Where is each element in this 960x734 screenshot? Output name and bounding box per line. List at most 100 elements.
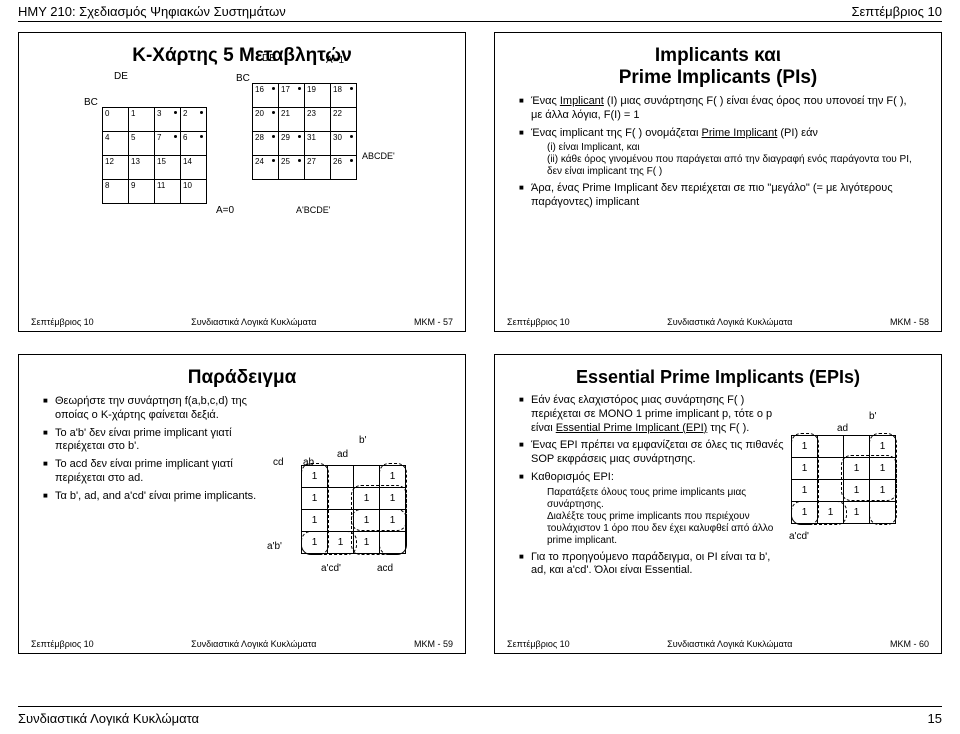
m3-02 — [354, 466, 380, 488]
label-BC-1: BC — [84, 97, 98, 108]
label-DE-2: DE — [262, 53, 276, 64]
slide-4-kmap: b' ad a'cd' 11 111 111 111 — [769, 425, 929, 524]
s2-b2-ii: (ii) κάθε όρος γινομένου που παράγεται α… — [547, 154, 929, 178]
kr-c11: 21 — [279, 108, 305, 132]
m3-ad: ad — [337, 449, 348, 460]
s4-b3-t: Καθορισμός ΕΡΙ: — [531, 471, 614, 483]
slide-2-bullets: Ένας Implicant (I) μιας συνάρτησης F( ) … — [507, 95, 929, 210]
sf4-center: Συνδιαστικά Λογικά Κυκλώματα — [667, 639, 792, 649]
sf2-center: Συνδιαστικά Λογικά Κυκλώματα — [667, 317, 792, 327]
kr-c32: 27 — [305, 156, 331, 180]
kl-c21: 13 — [129, 156, 155, 180]
slide-4-footer: Σεπτέμβριος 10 Συνδιαστικά Λογικά Κυκλώμ… — [507, 639, 929, 649]
m3-12: 1 — [354, 488, 380, 510]
s4-b1-u: Essential Prime Implicant (EPI) — [556, 422, 708, 434]
kl-c30: 8 — [103, 180, 129, 204]
label-A0: A=0 — [216, 205, 234, 216]
slide-4-bullets: Εάν ένας ελαχιστόρος μιας συνάρτησης F( … — [507, 394, 786, 578]
kr-c00: 16 — [253, 84, 279, 108]
m3-21 — [328, 510, 354, 532]
m4-acd: a'cd' — [789, 531, 809, 542]
kr-c33: 26 — [331, 156, 357, 180]
s3-b1: Θεωρήστε την συνάρτηση f(a,b,c,d) της οπ… — [43, 395, 263, 423]
s2-b2-i: (i) είναι Implicant, και — [547, 142, 929, 154]
mini-kmap-4: 11 111 111 111 — [791, 435, 896, 524]
m3-b: b' — [359, 435, 366, 446]
kl-c10: 4 — [103, 132, 129, 156]
sf3-left: Σεπτέμβριος 10 — [31, 639, 94, 649]
course-title: ΗΜΥ 210: Σχεδιασμός Ψηφιακών Συστημάτων — [18, 4, 286, 19]
label-ABCDE2: A'BCDE' — [296, 205, 330, 215]
kmap-left: 0132 4576 12131514 891110 — [102, 107, 207, 204]
s4-b2: Ένας ΕΡΙ πρέπει να εμφανίζεται σε όλες τ… — [519, 439, 786, 467]
m3-33 — [380, 532, 406, 554]
kl-c11: 5 — [129, 132, 155, 156]
m3-ab_: a'b' — [267, 541, 282, 552]
m3-00: 1 — [302, 466, 328, 488]
m3-cd: cd — [273, 457, 284, 468]
m4-23: 1 — [870, 480, 896, 502]
mini-kmap-3: 11 111 111 111 — [301, 465, 406, 554]
s4-b3: Καθορισμός ΕΡΙ: Παρατάξετε όλους τους pr… — [519, 471, 786, 547]
kl-c22: 15 — [155, 156, 181, 180]
kl-c12: 7 — [155, 132, 181, 156]
m4-01 — [818, 436, 844, 458]
m4-32: 1 — [844, 502, 870, 524]
sf3-center: Συνδιαστικά Λογικά Κυκλώματα — [191, 639, 316, 649]
kr-c02: 19 — [305, 84, 331, 108]
s4-b1: Εάν ένας ελαχιστόρος μιας συνάρτησης F( … — [519, 394, 786, 435]
kl-c03: 2 — [181, 108, 207, 132]
s2-b1-line2: με άλλα λόγια, F(I) = 1 — [531, 109, 640, 121]
kr-c30: 24 — [253, 156, 279, 180]
kl-c02: 3 — [155, 108, 181, 132]
kl-c33: 10 — [181, 180, 207, 204]
s2-b2-post: (PI) εάν — [777, 127, 818, 139]
m3-03: 1 — [380, 466, 406, 488]
m3-22: 1 — [354, 510, 380, 532]
page-header: ΗΜΥ 210: Σχεδιασμός Ψηφιακών Συστημάτων … — [0, 0, 960, 21]
header-rule — [18, 21, 942, 22]
s2-b2-pre: Ένας implicant της F( ) ονομάζεται — [531, 127, 702, 139]
s3-b2: Το a'b' δεν είναι prime implicant γιατί … — [43, 427, 263, 455]
slide-3-footer: Σεπτέμβριος 10 Συνδιαστικά Λογικά Κυκλώμ… — [31, 639, 453, 649]
s4-b3-ii: Διαλέξτε τους prime implicants που περιέ… — [547, 511, 786, 547]
m4-11 — [818, 458, 844, 480]
m4-21 — [818, 480, 844, 502]
slide-3-kmap: b' ad cd ab a'b' a'cd' acd 11 111 111 11… — [279, 455, 449, 554]
kl-c00: 0 — [103, 108, 129, 132]
label-BC-2: BC — [236, 73, 250, 84]
kl-c20: 12 — [103, 156, 129, 180]
kr-c23: 30 — [331, 132, 357, 156]
m4-31: 1 — [818, 502, 844, 524]
kl-c23: 14 — [181, 156, 207, 180]
m4-33 — [870, 502, 896, 524]
s4-b3-i: Παρατάξετε όλους τους prime implicants μ… — [547, 487, 786, 511]
m3-acd: acd — [377, 563, 393, 574]
m4-12: 1 — [844, 458, 870, 480]
sf4-right: MKM - 60 — [890, 639, 929, 649]
m3-ab: ab — [303, 457, 314, 468]
slide-4-title: Essential Prime Implicants (EPIs) — [507, 367, 929, 388]
sf4-left: Σεπτέμβριος 10 — [507, 639, 570, 649]
m3-11 — [328, 488, 354, 510]
footer-left: Συνδιαστικά Λογικά Κυκλώματα — [18, 711, 199, 726]
kr-c12: 23 — [305, 108, 331, 132]
slide-1-footer: Σεπτέμβριος 10 Συνδιαστικά Λογικά Κυκλώμ… — [31, 317, 453, 327]
s2-b1: Ένας Implicant (I) μιας συνάρτησης F( ) … — [519, 95, 929, 123]
slide-1: Κ-Χάρτης 5 Μεταβλητών DE BC DE BC A=1 A=… — [18, 32, 466, 332]
m3-30: 1 — [302, 532, 328, 554]
m4-13: 1 — [870, 458, 896, 480]
kl-c32: 11 — [155, 180, 181, 204]
s4-b1-b: της F( ). — [707, 422, 749, 434]
kr-c03: 18 — [331, 84, 357, 108]
s2-b2-u: Prime Implicant — [702, 127, 778, 139]
m3-23: 1 — [380, 510, 406, 532]
kr-c20: 28 — [253, 132, 279, 156]
m4-03: 1 — [870, 436, 896, 458]
slide-2-footer: Σεπτέμβριος 10 Συνδιαστικά Λογικά Κυκλώμ… — [507, 317, 929, 327]
kl-c31: 9 — [129, 180, 155, 204]
label-A1: A=1 — [326, 55, 344, 66]
m4-b: b' — [869, 411, 876, 422]
slide-2-title-2: Prime Implicants (PIs) — [507, 67, 929, 89]
m3-32: 1 — [354, 532, 380, 554]
